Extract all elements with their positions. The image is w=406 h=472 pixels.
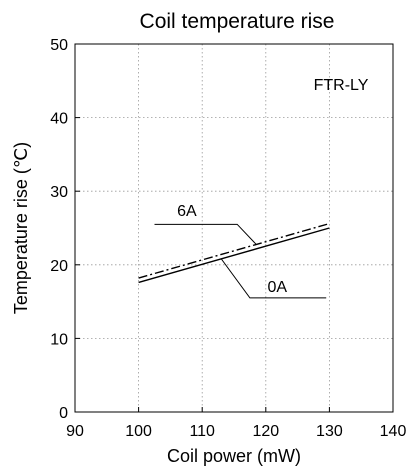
y-tick-label: 0 [59, 405, 68, 422]
x-tick-label: 90 [66, 423, 84, 440]
y-tick-label: 40 [50, 111, 68, 128]
y-tick-label: 20 [50, 258, 68, 275]
x-axis-label: Coil power (mW) [167, 446, 301, 466]
axis-ticks: 90 100 110 120 130 140 0 10 20 30 40 50 [50, 37, 406, 440]
chart-title: Coil temperature rise [140, 10, 335, 33]
y-tick-label: 50 [50, 37, 68, 54]
series-leaders: 6A 0A [154, 203, 327, 299]
leader-0a [220, 258, 327, 299]
y-axis-label: Temperature rise (℃) [11, 142, 31, 314]
y-tick-label: 30 [50, 184, 68, 201]
x-tick-label: 130 [316, 423, 343, 440]
series-label-6a: 6A [177, 203, 197, 220]
series-label-0a: 0A [267, 279, 287, 296]
y-tick-label: 10 [50, 331, 68, 348]
x-tick-label: 100 [125, 423, 152, 440]
plot-frame [74, 43, 394, 413]
x-tick-label: 110 [189, 423, 215, 440]
x-tick-label: 120 [252, 423, 279, 440]
series-line-6a [138, 222, 330, 279]
model-label: FTR-LY [314, 77, 369, 94]
x-tick-label: 140 [380, 423, 406, 440]
series-lines [138, 222, 330, 284]
leader-6a [154, 223, 257, 245]
series-line-0a [138, 227, 330, 284]
grid-lines [75, 44, 393, 412]
